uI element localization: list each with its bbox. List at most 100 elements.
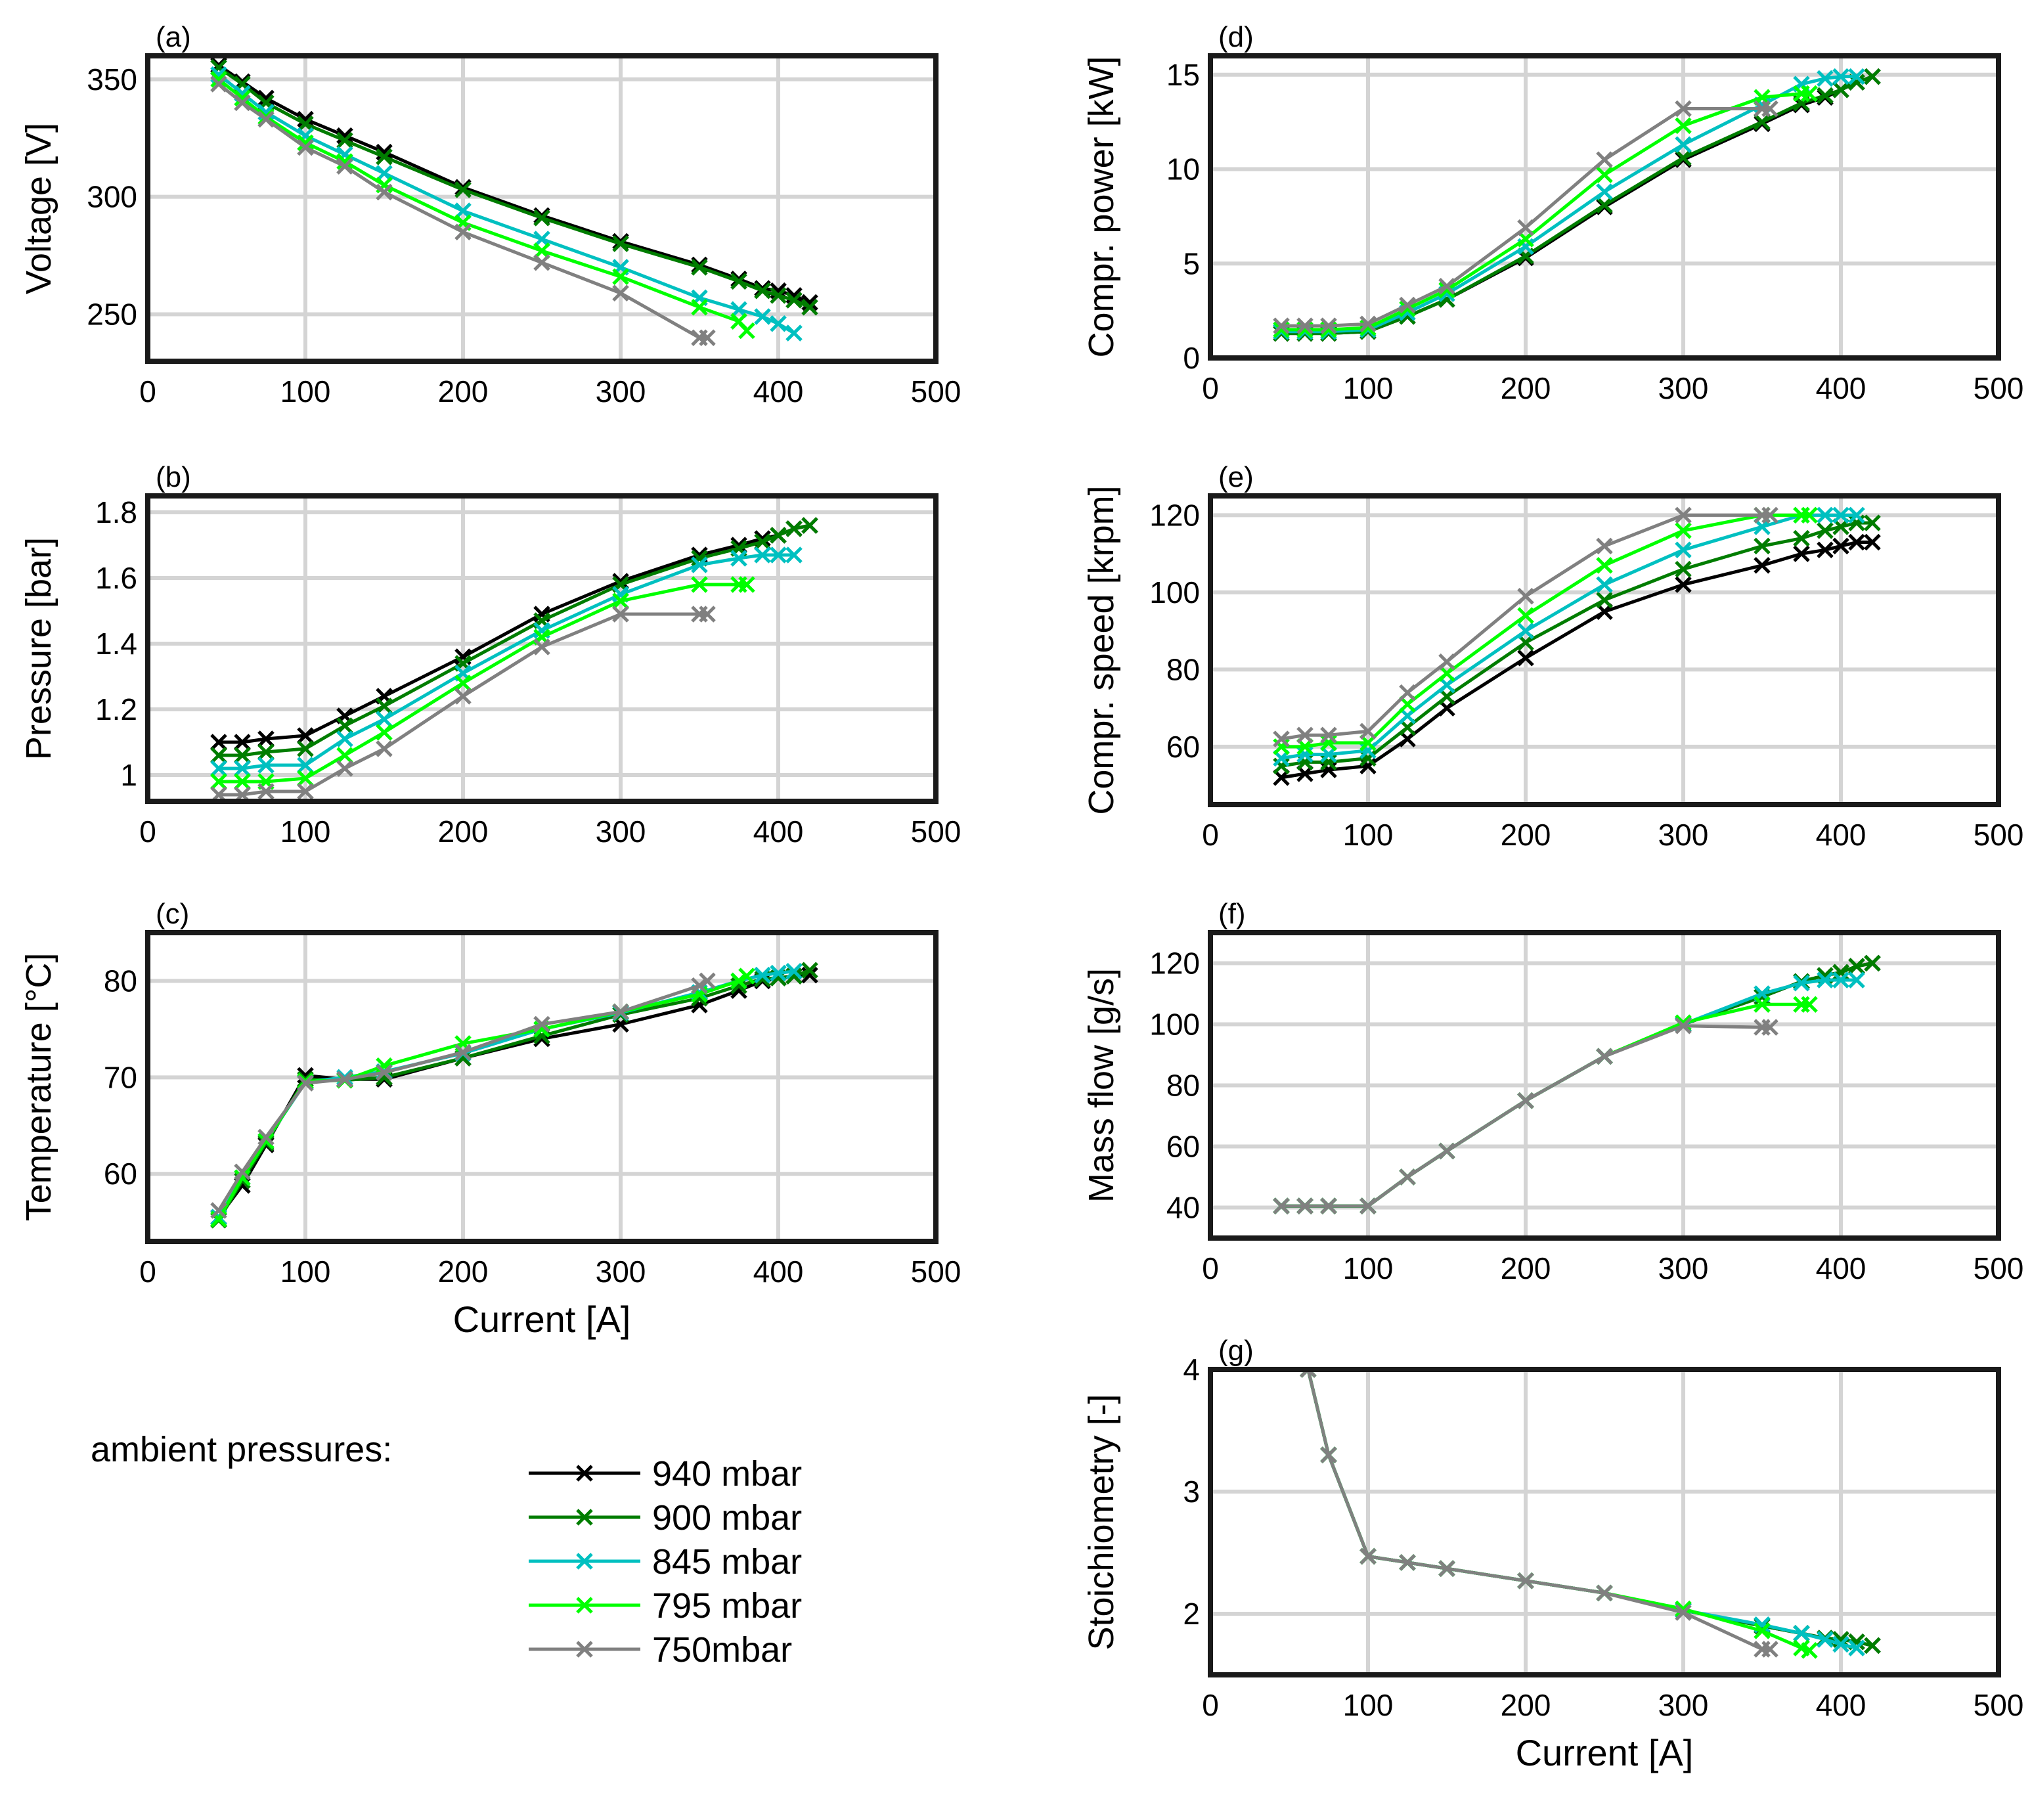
data-point [257,757,275,774]
data-point [785,520,803,537]
data-point [1596,196,1613,213]
data-point [234,747,251,764]
x-axis-label: Current [A] [453,1298,631,1340]
legend-marker [576,1641,593,1658]
data-point [801,294,818,311]
x-tick-label: 300 [1658,1688,1709,1722]
x-tick-label: 500 [1974,371,2024,405]
data-point [1596,591,1613,609]
panel-label: (b) [156,461,191,493]
legend-label: 940 mbar [652,1454,802,1494]
data-point [297,757,314,774]
panel-f: 0 100 200 300 400 500 40 60 80 100 120 (f) Mass flow… [1082,898,2023,1285]
data-point [1848,1639,1865,1656]
panel-g: 0 100 200 300 400 500 2 3 4 (g) Stoichiometry [-] C… [1082,1335,2023,1773]
data-point [699,329,716,346]
data-point [234,760,251,777]
x-tick-label: 200 [438,374,489,409]
data-point [210,1202,227,1219]
series-line [1306,1369,1857,1650]
data-point [1832,971,1849,988]
axes-frame [1208,53,2001,361]
data-point [210,760,227,777]
y-tick-label: 5 [1183,246,1200,280]
series-line [1306,1369,1873,1647]
data-point [1817,522,1834,539]
legend-item: 900 mbar [529,1498,802,1538]
panel-label: (c) [156,898,189,930]
x-tick-label: 0 [1202,1251,1219,1285]
series-line [1281,513,1857,760]
x-tick-label: 100 [280,814,331,849]
data-point [336,158,353,175]
axes-frame [145,930,939,1244]
data-point [691,259,708,276]
data-point [801,966,818,984]
data-point [210,747,227,764]
data-point [210,734,227,751]
series-line [1306,1369,1770,1651]
data-point [1864,954,1881,972]
data-point [1864,1637,1881,1654]
x-tick-label: 300 [596,374,646,409]
data-point [1675,1604,1692,1621]
data-point [533,210,550,227]
data-point [785,962,803,980]
data-point [1848,506,1865,524]
data-point [1675,117,1692,135]
data-point [454,1044,472,1061]
data-point [1675,136,1692,153]
y-tick-label: 120 [1149,946,1200,981]
data-point [1517,587,1534,605]
data-point [691,977,708,994]
y-tick-label: 3 [1183,1475,1200,1509]
data-point [1754,113,1771,131]
data-point [1675,506,1692,524]
data-point [1517,1572,1534,1589]
data-point [1832,506,1849,524]
legend-label: 845 mbar [652,1542,802,1582]
data-point [234,1163,251,1181]
data-point [1832,537,1849,555]
series-line [1306,1369,1810,1653]
data-point [1320,1197,1337,1214]
panel-label: (e) [1218,461,1254,493]
data-point [754,282,771,300]
x-tick-label: 100 [280,1254,331,1289]
x-tick-label: 0 [139,814,156,849]
data-point [1399,684,1416,701]
data-point [1832,68,1849,85]
data-point [1848,533,1865,551]
series-group [1300,1369,1881,1659]
y-tick-label: 1.6 [95,561,137,595]
y-tick-label: 300 [87,180,137,214]
data-point [1848,68,1865,85]
data-point [454,223,472,241]
x-tick-label: 400 [1816,371,1866,405]
data-point [1801,85,1818,102]
series-group [210,517,818,801]
data-point [1761,1019,1778,1036]
data-point [297,1075,314,1092]
data-point [1832,1635,1849,1653]
data-point [785,292,803,309]
y-tick-label: 80 [104,964,137,998]
data-point [336,747,353,764]
y-tick-label: 1 [120,758,137,792]
data-point [1675,541,1692,559]
data-point [1438,1142,1455,1160]
data-point [1754,1622,1771,1639]
data-point [1438,653,1455,671]
data-point [1359,315,1377,333]
data-point [533,254,550,271]
data-point [1517,607,1534,624]
data-point [801,298,818,316]
axes-frame [1208,493,2001,807]
data-point [336,760,353,777]
data-point [612,235,629,252]
data-point [770,315,787,332]
x-tick-label: 500 [1974,1251,2024,1285]
data-point [1517,1092,1534,1109]
y-tick-label: 1.4 [95,627,137,661]
x-tick-label: 500 [1974,818,2024,852]
